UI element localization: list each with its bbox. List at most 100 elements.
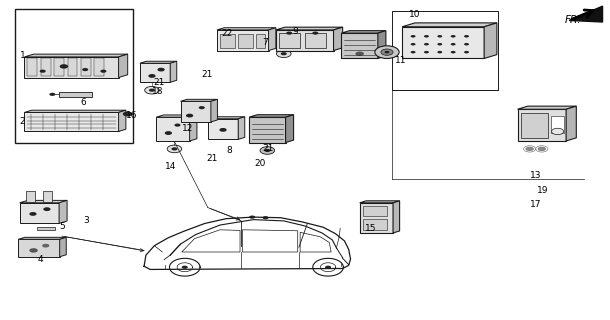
Polygon shape: [24, 57, 118, 77]
Polygon shape: [208, 119, 239, 140]
Circle shape: [29, 212, 37, 216]
Bar: [43, 191, 52, 202]
Text: 19: 19: [537, 186, 548, 195]
Circle shape: [149, 89, 155, 92]
Circle shape: [437, 43, 442, 45]
Bar: [27, 59, 37, 76]
Bar: [363, 219, 387, 230]
Circle shape: [411, 51, 415, 53]
Circle shape: [157, 68, 165, 71]
Circle shape: [182, 266, 188, 269]
Text: 21: 21: [262, 144, 274, 153]
Bar: [305, 33, 326, 48]
Bar: [68, 59, 77, 76]
Polygon shape: [517, 106, 576, 109]
Text: 16: 16: [126, 111, 137, 120]
Text: FR.: FR.: [564, 15, 581, 25]
Polygon shape: [211, 99, 217, 122]
Text: 11: 11: [395, 56, 406, 65]
Text: 21: 21: [202, 70, 213, 79]
Circle shape: [375, 46, 399, 59]
Circle shape: [165, 131, 172, 135]
Polygon shape: [334, 27, 343, 51]
Text: 1: 1: [20, 51, 26, 60]
Polygon shape: [190, 115, 197, 141]
Circle shape: [167, 145, 182, 153]
Circle shape: [437, 35, 442, 37]
Bar: [279, 33, 300, 48]
Text: 5: 5: [59, 222, 65, 231]
Circle shape: [464, 51, 469, 53]
Circle shape: [82, 68, 88, 71]
Text: 9: 9: [293, 27, 299, 36]
Polygon shape: [24, 54, 127, 57]
Polygon shape: [393, 201, 400, 233]
Polygon shape: [402, 23, 497, 27]
Polygon shape: [20, 200, 67, 203]
Circle shape: [451, 43, 456, 45]
Text: 6: 6: [81, 99, 86, 108]
Circle shape: [384, 51, 389, 53]
Circle shape: [60, 64, 68, 69]
Polygon shape: [20, 203, 59, 223]
Polygon shape: [342, 33, 378, 59]
Bar: [520, 113, 548, 139]
Text: 21: 21: [206, 154, 217, 163]
Polygon shape: [378, 31, 386, 59]
Circle shape: [312, 32, 318, 35]
Circle shape: [171, 147, 178, 150]
Circle shape: [43, 207, 51, 211]
Polygon shape: [140, 61, 177, 63]
Polygon shape: [118, 54, 127, 77]
Circle shape: [286, 32, 292, 35]
Circle shape: [220, 128, 227, 132]
Polygon shape: [60, 237, 66, 257]
Bar: [37, 227, 55, 230]
Bar: [26, 191, 35, 202]
Bar: [239, 34, 253, 48]
Circle shape: [424, 43, 429, 45]
Polygon shape: [342, 31, 386, 33]
Polygon shape: [18, 239, 60, 257]
Polygon shape: [217, 30, 268, 51]
Polygon shape: [170, 61, 177, 82]
Polygon shape: [24, 112, 118, 132]
Polygon shape: [285, 115, 293, 142]
Polygon shape: [268, 28, 276, 51]
Circle shape: [186, 114, 193, 117]
Bar: [551, 116, 564, 133]
Circle shape: [464, 43, 469, 45]
Polygon shape: [156, 117, 190, 141]
Bar: [256, 34, 265, 48]
Bar: [95, 59, 104, 76]
Circle shape: [437, 51, 442, 53]
Circle shape: [551, 128, 564, 135]
Circle shape: [101, 69, 106, 73]
Circle shape: [451, 35, 456, 37]
Bar: [392, 11, 498, 90]
Text: 3: 3: [84, 216, 89, 225]
Polygon shape: [239, 117, 245, 140]
Text: 2: 2: [20, 117, 25, 126]
Circle shape: [411, 43, 415, 45]
Bar: [59, 92, 93, 97]
Text: 12: 12: [182, 124, 194, 133]
Bar: [363, 206, 387, 216]
Polygon shape: [249, 115, 293, 117]
Text: 7: 7: [262, 38, 268, 47]
Circle shape: [464, 35, 469, 37]
Text: 14: 14: [165, 162, 177, 171]
Circle shape: [49, 93, 56, 96]
Polygon shape: [276, 27, 343, 30]
Circle shape: [356, 52, 364, 56]
Polygon shape: [484, 23, 497, 59]
Circle shape: [262, 216, 268, 219]
Polygon shape: [140, 63, 170, 82]
Circle shape: [411, 35, 415, 37]
Text: 13: 13: [529, 172, 541, 180]
Polygon shape: [208, 117, 245, 119]
Text: 17: 17: [529, 200, 541, 209]
Circle shape: [42, 244, 49, 248]
Polygon shape: [156, 115, 197, 117]
Polygon shape: [566, 106, 576, 141]
